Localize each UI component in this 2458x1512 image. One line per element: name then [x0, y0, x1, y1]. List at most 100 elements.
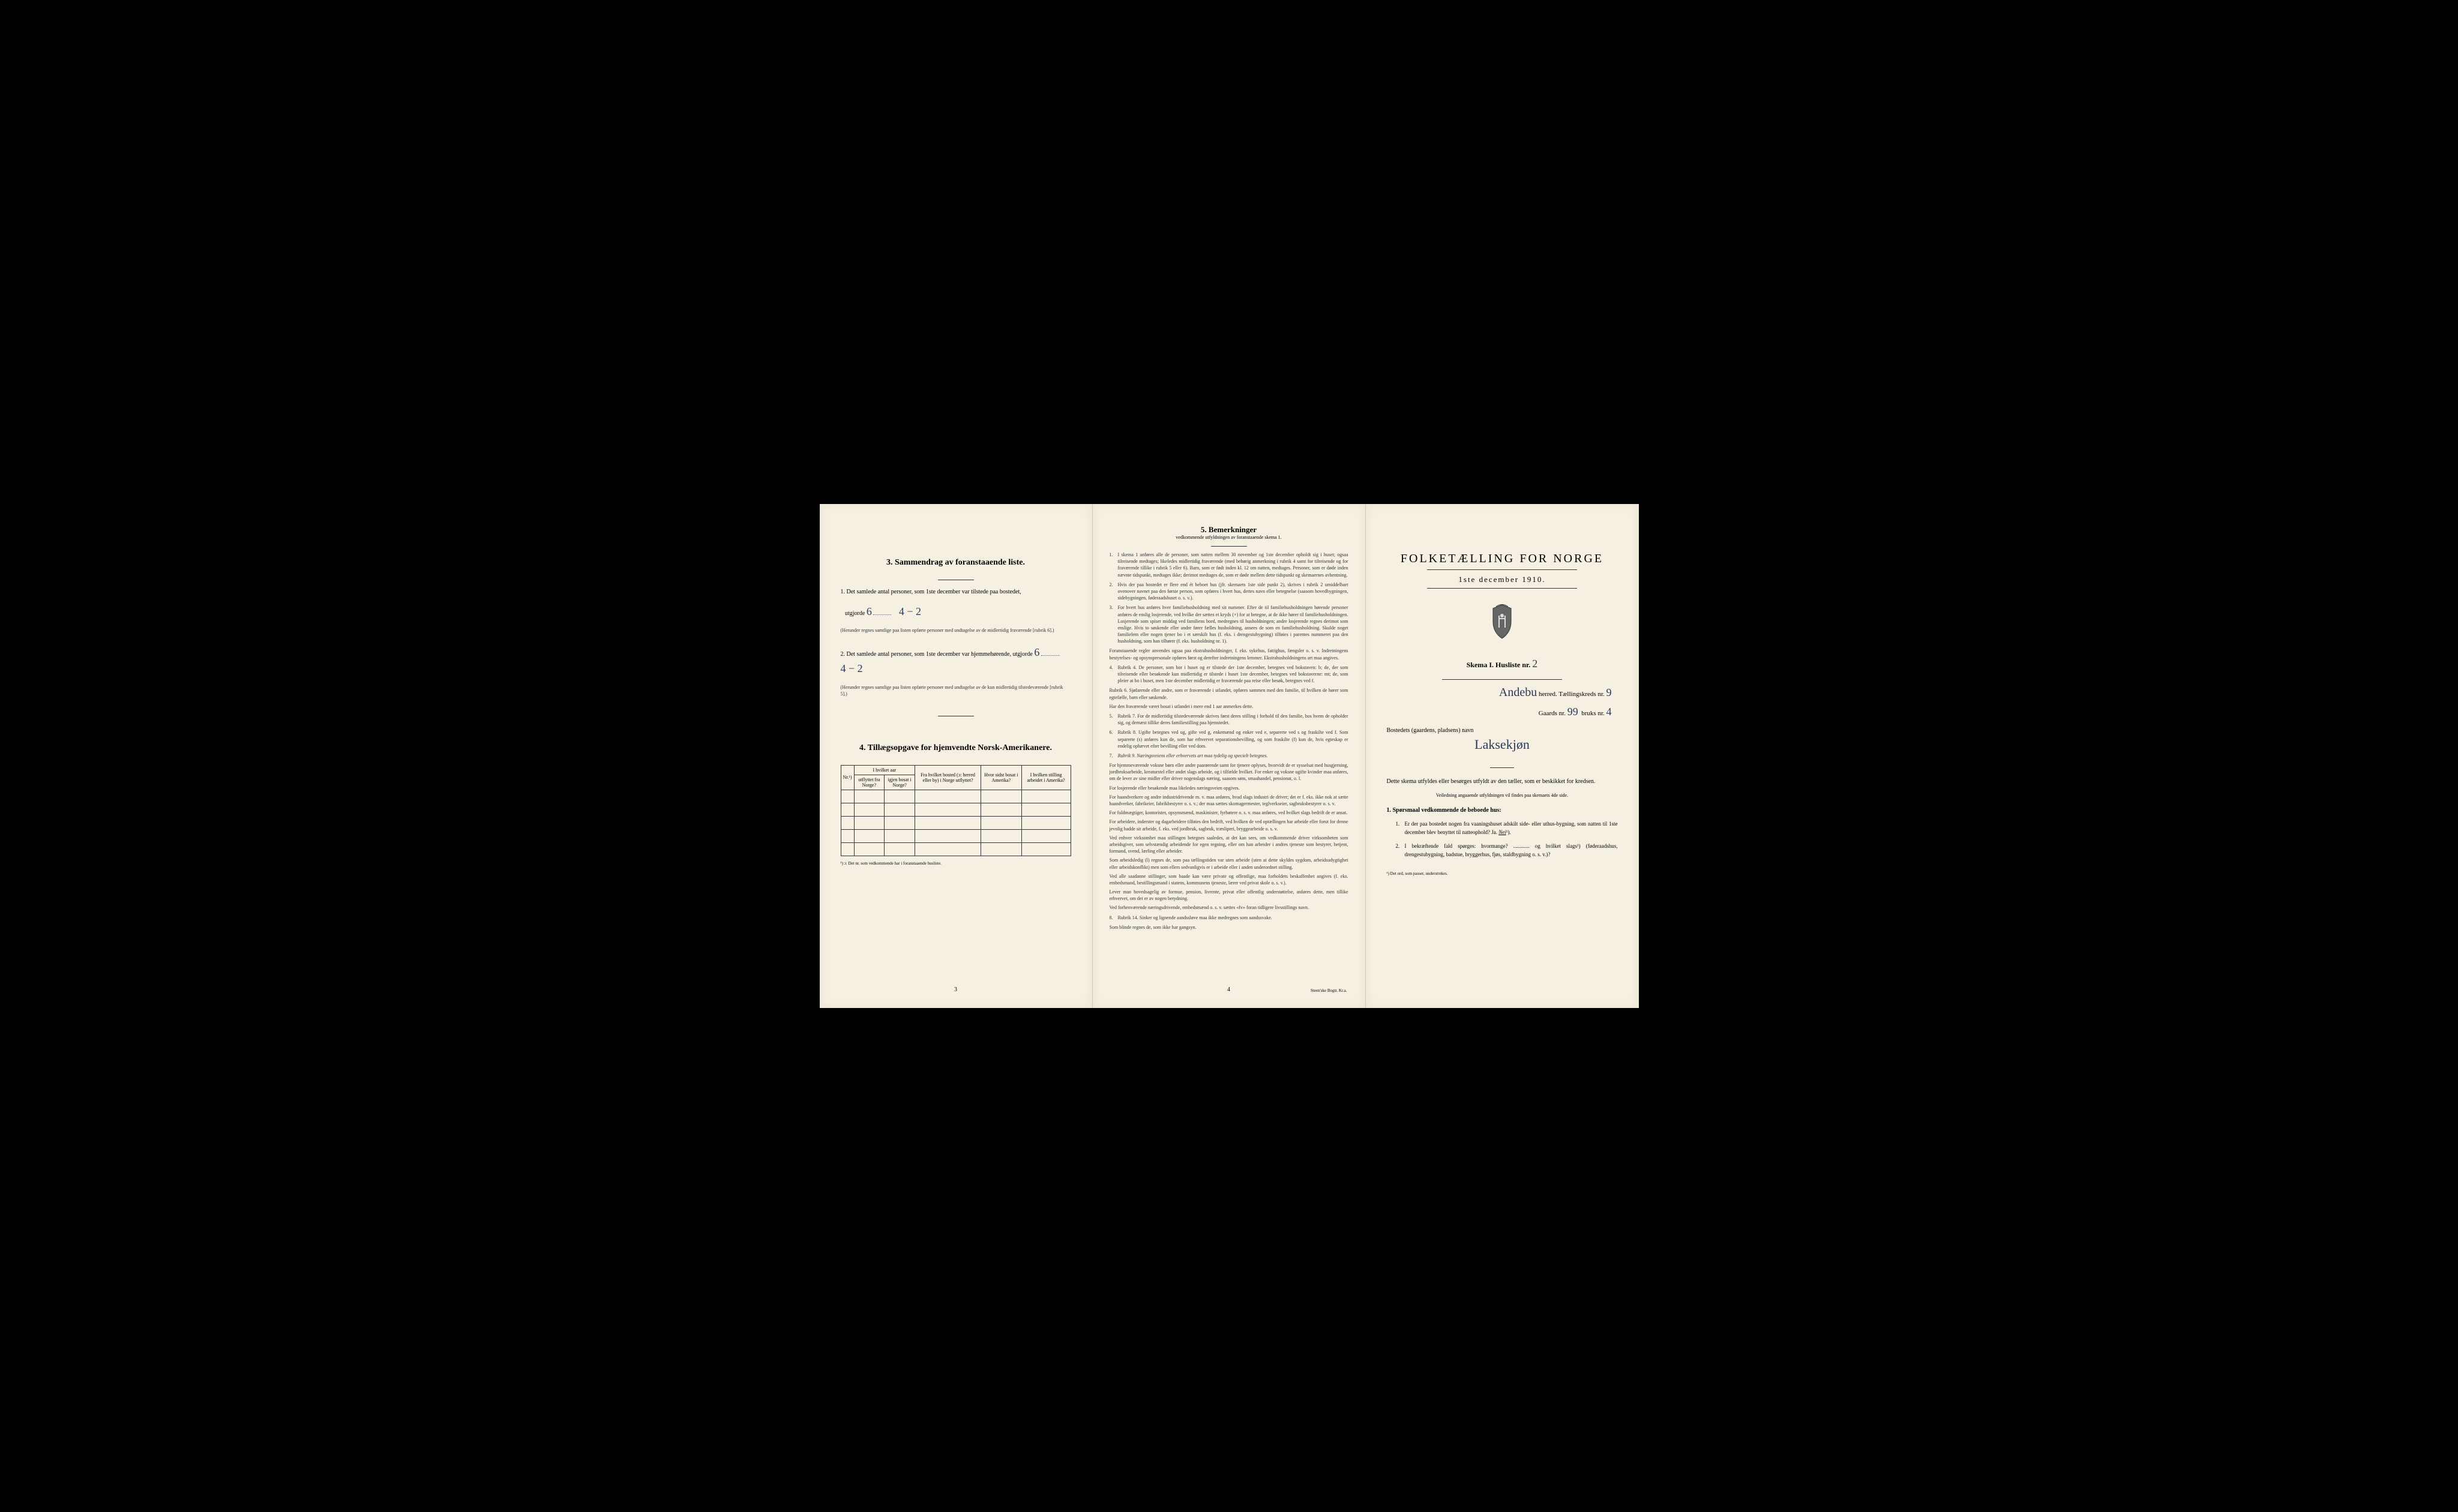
- item-1-values: utgjorde 6 4 − 2: [841, 604, 1071, 620]
- num: 7.: [1110, 752, 1118, 759]
- skema-line: Skema I. Husliste nr. 2: [1387, 658, 1618, 670]
- text: For hjemmeværende voksne børn eller andr…: [1110, 762, 1348, 782]
- text: I bekræftende fald spørges: hvormange? .…: [1405, 842, 1618, 859]
- text: I skema 1 anføres alle de personer, som …: [1118, 551, 1348, 578]
- text: Rubrik 9. Næringsveiens eller erhvervets…: [1118, 752, 1348, 759]
- text: Som blinde regnes de, som ikke har gangs…: [1110, 924, 1348, 931]
- gaards-line: Gaards nr. 99 bruks nr. 4: [1387, 706, 1618, 718]
- table-footnote: ¹) ɔ: Det nr. som vedkommende har i fora…: [841, 861, 1071, 866]
- table-row: [841, 829, 1071, 842]
- num: 1.: [1110, 551, 1118, 578]
- husliste-nr: 2: [1532, 658, 1537, 670]
- text: Er der paa bostedet nogen fra vaaningshu…: [1405, 820, 1618, 837]
- amerika-table: Nr.¹) I hvilket aar Fra hvilket bosted (…: [841, 765, 1071, 856]
- bostedet-label: Bostedets (gaardens, pladsens) navn: [1387, 727, 1618, 734]
- divider: [1442, 679, 1562, 680]
- divider: [1490, 767, 1514, 768]
- col-sidst: Hvor sidst bosat i Amerika?: [981, 765, 1022, 790]
- num: 3.: [1110, 604, 1118, 644]
- footnote: ¹) Det ord, som passer, understrekes.: [1387, 871, 1618, 876]
- divider: [1427, 569, 1577, 570]
- handwritten-value: 6: [1034, 646, 1039, 658]
- page-number: 3: [954, 986, 957, 993]
- kreds-nr: 9: [1606, 686, 1612, 698]
- text: For arbeidere, inderster og dagarbeidere…: [1110, 818, 1348, 832]
- instruction-2: Veiledning angaaende utfyldningen vil fi…: [1387, 793, 1618, 798]
- col-bosted: Fra hvilket bosted (ɔ: herred eller by) …: [915, 765, 981, 790]
- text: Hvis der paa bostedet er flere end ét be…: [1118, 581, 1348, 602]
- text: For fuldmægtiger, kontorister, opsynsmæn…: [1110, 809, 1348, 816]
- text: For losjerende eller besøkende maa likel…: [1110, 785, 1348, 791]
- handwritten-value: 4 − 2: [899, 605, 921, 617]
- item-1-note: (Herunder regnes samtlige paa listen opf…: [841, 627, 1071, 634]
- text: Foranstaaende regler anvendes ogsaa paa …: [1110, 647, 1348, 661]
- item-2-text: 2. Det samlede antal personer, som 1ste …: [841, 644, 1071, 677]
- label: Gaards nr.: [1539, 710, 1566, 717]
- text: For haandverkere og andre industridriven…: [1110, 794, 1348, 807]
- label: bruks nr.: [1581, 710, 1605, 717]
- question-header: 1. Spørsmaal vedkommende de beboede hus:: [1387, 807, 1618, 814]
- remarks-list: 1.I skema 1 anføres alle de personer, so…: [1110, 551, 1348, 931]
- herred-name: Andebu: [1499, 686, 1537, 699]
- text: For hvert hus anføres hver familiehushol…: [1118, 604, 1348, 644]
- num: 4.: [1110, 664, 1118, 685]
- coat-of-arms-icon: [1387, 604, 1618, 643]
- section-5-title: 5. Bemerkninger: [1110, 525, 1348, 535]
- col-stilling: I hvilken stilling arbeidet i Amerika?: [1021, 765, 1071, 790]
- page-3: 3. Sammendrag av foranstaaende liste. 1.…: [820, 504, 1093, 1008]
- num: 2.: [1396, 842, 1405, 859]
- num: 6.: [1110, 729, 1118, 749]
- text: Har den fraværende været bosat i utlande…: [1110, 703, 1348, 710]
- title-date: 1ste december 1910.: [1387, 575, 1618, 584]
- q-text: Er der paa bostedet nogen fra vaaningshu…: [1405, 821, 1618, 835]
- label: utgjorde: [845, 610, 865, 617]
- text: Rubrik 4. De personer, som bor i huset o…: [1118, 664, 1348, 685]
- handwritten-value: 6: [867, 605, 872, 617]
- herred-line: Andebu herred. Tællingskreds nr. 9: [1387, 686, 1618, 700]
- text: Som arbeidsledig (l) regnes de, som paa …: [1110, 857, 1348, 870]
- text: Lever man hovedsagelig av formue, pensio…: [1110, 889, 1348, 902]
- bostedet-name: Laksekjøn: [1387, 737, 1618, 752]
- printer-mark: Steen'ske Bogtr. Kr.a.: [1311, 988, 1347, 993]
- bruks-nr: 4: [1606, 706, 1612, 718]
- text: Ved forhenværende næringsdrivende, embed…: [1110, 904, 1348, 911]
- answer-nei: Nei: [1498, 829, 1506, 835]
- section-3-title: 3. Sammendrag av foranstaaende liste.: [841, 558, 1071, 568]
- text: Ved alle saadanne stillinger, som baade …: [1110, 873, 1348, 886]
- item-2-note: (Herunder regnes samtlige paa listen opf…: [841, 684, 1071, 697]
- col-aar: I hvilket aar: [854, 765, 915, 775]
- question-1: 1. Er der paa bostedet nogen fra vaaning…: [1396, 820, 1618, 837]
- main-title: FOLKETÆLLING FOR NORGE: [1387, 552, 1618, 566]
- divider: [1427, 588, 1577, 589]
- table-row: [841, 842, 1071, 856]
- page-4: 5. Bemerkninger vedkommende utfyldningen…: [1093, 504, 1366, 1008]
- document-spread: 3. Sammendrag av foranstaaende liste. 1.…: [820, 504, 1639, 1008]
- text: 2. Det samlede antal personer, som 1ste …: [841, 651, 1033, 658]
- question-2: 2. I bekræftende fald spørges: hvormange…: [1396, 842, 1618, 859]
- text: Rubrik 8. Ugifte betegnes ved ug, gifte …: [1118, 729, 1348, 749]
- text: Rubrik 14. Sinker og lignende aandssløve…: [1118, 914, 1348, 921]
- section-5-sub: vedkommende utfyldningen av foranstaaend…: [1110, 535, 1348, 540]
- table-row: [841, 790, 1071, 803]
- page-number: 4: [1227, 986, 1230, 993]
- table-row: [841, 803, 1071, 816]
- num: 1.: [1396, 820, 1405, 837]
- col-nr: Nr.¹): [841, 765, 854, 790]
- sup: ¹).: [1506, 829, 1511, 835]
- col-utflyttet: utflyttet fra Norge?: [854, 775, 885, 790]
- divider: [1211, 546, 1247, 547]
- table-row: [841, 816, 1071, 829]
- instruction-1: Dette skema utfyldes eller besørges utfy…: [1387, 777, 1618, 787]
- text: Rubrik 6. Sjøfarende eller andre, som er…: [1110, 687, 1348, 700]
- text: Ved enhver virksomhet maa stillingen bet…: [1110, 835, 1348, 855]
- gaards-nr: 99: [1567, 706, 1578, 718]
- num: 5.: [1110, 713, 1118, 726]
- col-igjen: igjen bosat i Norge?: [885, 775, 915, 790]
- section-4-title: 4. Tillægsopgave for hjemvendte Norsk-Am…: [841, 743, 1071, 753]
- handwritten-value: 4 − 2: [841, 662, 863, 674]
- label: Skema I. Husliste nr.: [1467, 661, 1531, 669]
- text: Rubrik 7. For de midlertidig tilstedevær…: [1118, 713, 1348, 726]
- item-1-text: 1. Det samlede antal personer, som 1ste …: [841, 587, 1071, 596]
- page-title: FOLKETÆLLING FOR NORGE 1ste december 191…: [1366, 504, 1639, 1008]
- label: herred. Tællingskreds nr.: [1539, 691, 1605, 698]
